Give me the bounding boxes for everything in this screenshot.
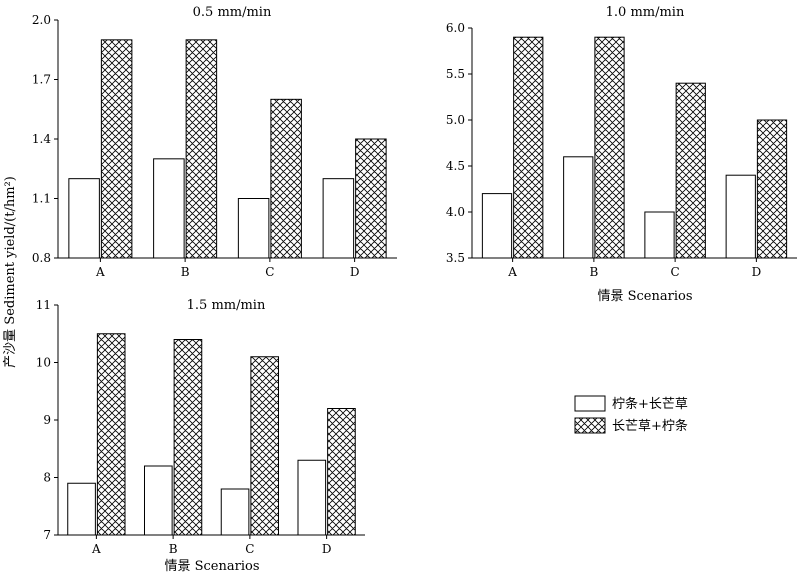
panel-1-xtick-label: C <box>671 265 680 279</box>
panel-1-bar-B-series-2 <box>594 36 625 259</box>
legend-swatch-series-2 <box>574 417 606 434</box>
panel-0-bar-D-series-1 <box>322 178 355 259</box>
panel-1-bar-A-series-2 <box>513 36 544 259</box>
legend-label-series-1: 柠条+长芒草 <box>612 396 688 412</box>
panel-1-xtick-label: D <box>752 265 762 279</box>
panel-2-ytick-label: 7 <box>43 528 51 542</box>
panel-0-bar-B-series-1 <box>153 158 185 259</box>
panel-1-ytick-label: 5.5 <box>446 67 465 81</box>
panel-1-bar-D-series-2 <box>756 119 788 259</box>
panel-0-xtick-label: B <box>181 265 190 279</box>
panel-0-ytick-label: 1.4 <box>32 132 51 146</box>
panel-2-xtick-label: D <box>322 542 332 556</box>
panel-2-bar-B-series-2 <box>173 339 203 536</box>
panel-2-bar-A-series-2 <box>96 333 126 536</box>
panel-1-bar-A-series-1 <box>481 193 513 259</box>
panel-1-5-mm-min: 1.5 mm/min 情景 Scenarios 7 8 9 10 11 A B C D <box>36 298 365 574</box>
panel-2-ytick-label: 8 <box>43 471 51 485</box>
panel-1-ytick-label: 3.5 <box>446 251 465 265</box>
panel-0-ytick-label: 1.7 <box>32 73 51 87</box>
panel-1-bar-C-series-1 <box>644 211 675 259</box>
panel-1-ytick-label: 4.0 <box>446 205 465 219</box>
panel-0-bar-B-series-2 <box>185 39 218 259</box>
legend-label-series-2: 长芒草+柠条 <box>612 418 688 434</box>
panel-0-bar-A-series-1 <box>68 178 100 259</box>
legend-swatch-series-1 <box>574 395 606 412</box>
panel-1-xlabel: 情景 Scenarios <box>597 289 692 304</box>
panel-1-0-mm-min: 1.0 mm/min 情景 Scenarios 3.5 4.0 4.5 5.0 5.5 6… <box>446 5 797 304</box>
panel-1-bar-D-series-1 <box>725 174 756 259</box>
panel-2-bar-C-series-2 <box>250 356 280 536</box>
y-axis-title: 产沙量 Sediment yield/(t/hm²) <box>3 176 18 368</box>
panel-0-title: 0.5 mm/min <box>193 5 272 20</box>
panel-2-ytick-label: 11 <box>36 298 51 312</box>
panel-1-bar-C-series-2 <box>675 82 706 259</box>
panel-2-xtick-label: B <box>169 542 178 556</box>
legend: 柠条+长芒草 长芒草+柠条 <box>574 395 688 434</box>
panel-0-5-mm-min: 0.5 mm/min 0.8 1.1 1.4 1.7 2.0 A B C D <box>32 5 397 279</box>
panel-1-ytick-label: 6.0 <box>446 21 465 35</box>
panel-2-bar-A-series-1 <box>67 482 96 536</box>
panel-0-ytick-label: 1.1 <box>32 192 51 206</box>
panel-1-title: 1.0 mm/min <box>606 5 685 20</box>
panel-0-ytick-label: 0.8 <box>32 251 51 265</box>
panel-0-bar-C-series-1 <box>237 198 270 259</box>
panel-2-xtick-label: A <box>91 542 101 556</box>
panel-0-xtick-label: A <box>95 265 105 279</box>
panel-2-xlabel: 情景 Scenarios <box>164 559 259 574</box>
panel-0-ytick-label: 2.0 <box>32 13 51 27</box>
panel-0-bar-D-series-2 <box>355 138 387 259</box>
panel-2-ytick-label: 9 <box>43 413 51 427</box>
panel-1-ytick-label: 5.0 <box>446 113 465 127</box>
panel-2-bar-D-series-1 <box>297 459 327 536</box>
panel-1-bar-B-series-1 <box>563 156 594 259</box>
panel-1-xtick-label: B <box>589 265 598 279</box>
panel-2-xtick-label: C <box>245 542 254 556</box>
panel-0-bar-C-series-2 <box>270 98 302 259</box>
panel-2-bar-C-series-1 <box>220 488 250 536</box>
panel-0-bar-A-series-2 <box>100 39 133 259</box>
panel-0-xtick-label: C <box>265 265 274 279</box>
panel-2-ytick-label: 10 <box>36 356 51 370</box>
panel-2-title: 1.5 mm/min <box>187 298 266 313</box>
panel-0-xtick-label: D <box>350 265 360 279</box>
panel-1-xtick-label: A <box>507 265 517 279</box>
panel-2-bar-B-series-1 <box>143 465 173 536</box>
panel-1-ytick-label: 4.5 <box>446 159 465 173</box>
panel-2-bar-D-series-2 <box>327 408 356 536</box>
